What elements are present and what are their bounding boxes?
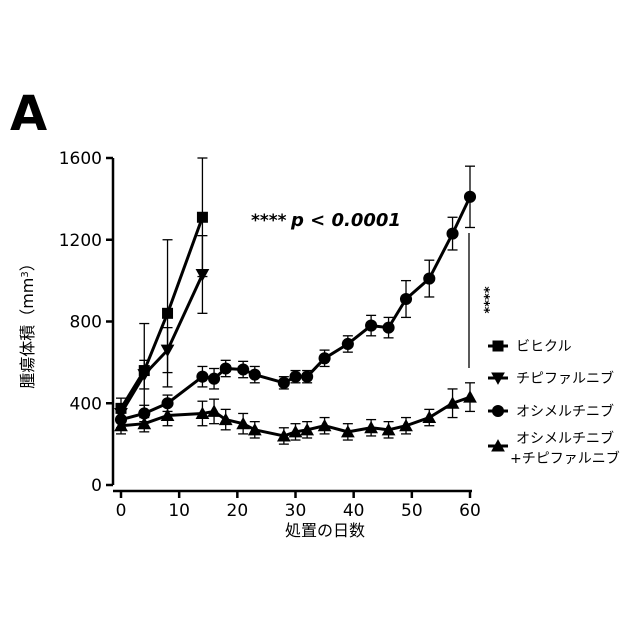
x-tick-label: 50 — [401, 501, 423, 521]
data-point — [220, 362, 232, 374]
series-layer — [114, 158, 477, 444]
data-point — [196, 371, 208, 383]
data-point — [237, 363, 249, 375]
data-point — [278, 377, 290, 389]
data-point — [383, 322, 395, 334]
legend-item-1: ビヒクル — [488, 339, 572, 355]
y-tick-label: 400 — [70, 394, 102, 414]
data-point — [162, 308, 173, 319]
y-tick-label: 800 — [70, 313, 102, 333]
x-tick-label: 0 — [116, 501, 127, 521]
legend-label: +チピファルニブ — [510, 450, 620, 467]
legend-label: チピファルニブ — [516, 370, 614, 387]
data-point — [422, 411, 436, 423]
data-point — [400, 293, 412, 305]
legend-item-4: オシメルチニブ +チピファルニブ — [488, 430, 620, 467]
data-point — [196, 269, 210, 281]
y-axis-label: 腫瘍体積（mm3） — [18, 255, 37, 389]
y-tick-label: 1200 — [59, 231, 102, 251]
y-tick-label: 0 — [91, 476, 102, 496]
x-tick-label: 30 — [285, 501, 307, 521]
series-1 — [116, 158, 208, 419]
side-significance-stars: **** — [476, 286, 491, 313]
legend-item-3: オシメルチニブ — [488, 403, 614, 420]
data-point — [423, 273, 435, 285]
data-point — [249, 369, 261, 381]
series-line — [121, 274, 202, 413]
significance-stars: **** — [251, 211, 287, 231]
legend-label: オシメルチニブ — [516, 403, 614, 420]
x-tick-label: 40 — [343, 501, 365, 521]
data-point — [197, 212, 208, 223]
legend-marker — [492, 405, 504, 417]
x-tick-label: 10 — [168, 501, 190, 521]
data-point — [289, 371, 301, 383]
series-line — [121, 217, 202, 408]
data-point — [301, 371, 313, 383]
x-tick-label: 60 — [459, 501, 481, 521]
data-point — [207, 405, 221, 417]
legend-marker — [493, 341, 504, 352]
data-point — [342, 338, 354, 350]
x-axis-label: 処置の日数 — [285, 521, 365, 540]
data-point — [447, 228, 459, 240]
series-3 — [115, 166, 476, 428]
data-point — [463, 390, 477, 402]
legend-label: オシメルチニブ — [516, 430, 614, 447]
data-point — [318, 419, 332, 431]
x-tick-label: 20 — [227, 501, 249, 521]
y-tick-label: 1600 — [59, 149, 102, 169]
data-point — [208, 373, 220, 385]
p-value-text: p < 0.0001 — [290, 210, 401, 231]
data-point — [319, 352, 331, 364]
legend-label: ビヒクル — [516, 339, 572, 355]
data-point — [365, 320, 377, 332]
axes: 0 400 800 1200 1600 0 10 20 30 40 50 60 — [59, 149, 481, 521]
legend: ビヒクルチピファルニブオシメルチニブオシメルチニブ +チピファルニブ — [488, 339, 620, 467]
data-point — [464, 191, 476, 203]
legend-item-2: チピファルニブ — [488, 370, 614, 387]
series-4 — [114, 383, 477, 444]
